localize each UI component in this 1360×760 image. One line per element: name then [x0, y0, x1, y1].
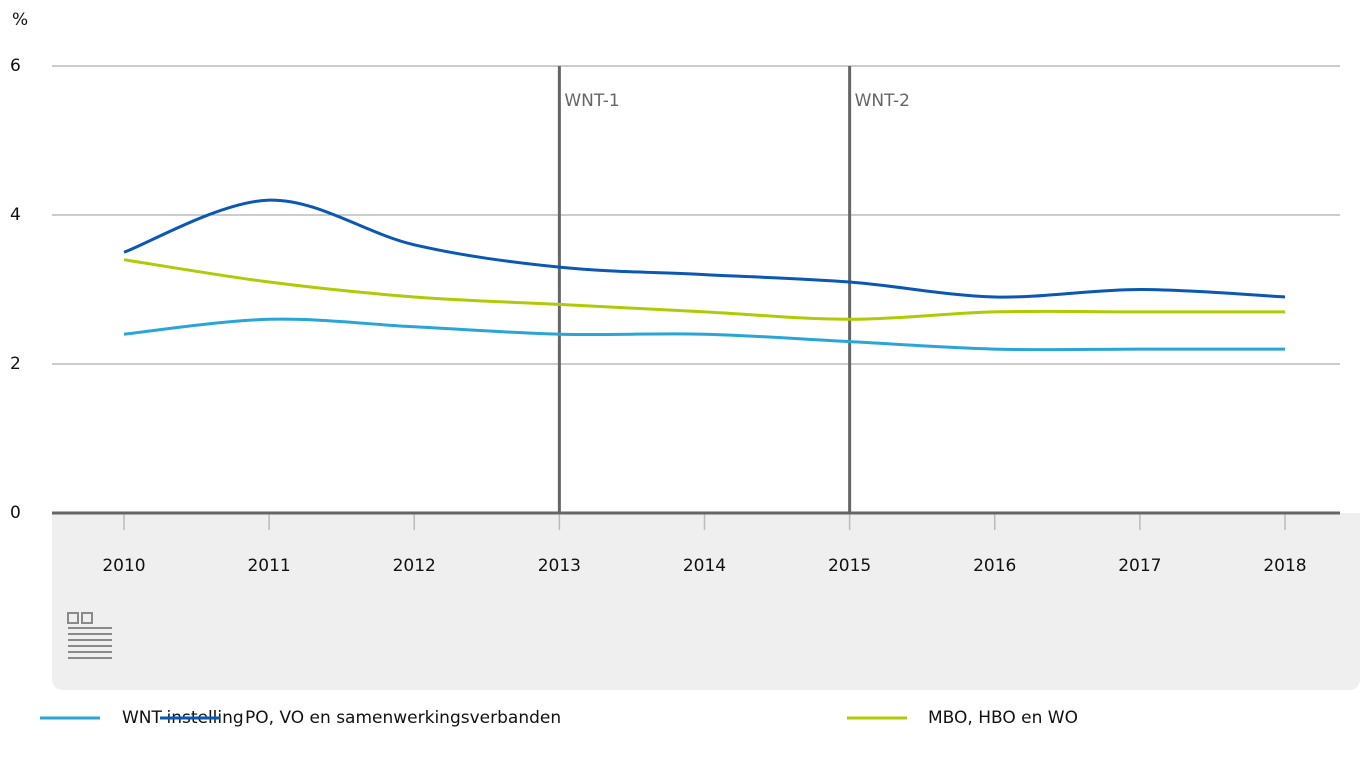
annotation-label: WNT-2 [855, 91, 910, 111]
legend-label: PO, VO en samenwerkingsverbanden [245, 708, 561, 728]
annotation-label: WNT-1 [564, 91, 619, 111]
x-tick-label: 2012 [393, 556, 436, 576]
x-tick-label: 2011 [247, 556, 290, 576]
x-tick-label: 2017 [1118, 556, 1161, 576]
series-line [123, 258, 1285, 321]
axis-panel [52, 513, 1360, 690]
logo [67, 612, 112, 659]
x-tick-label: 2018 [1263, 556, 1306, 576]
y-tick-label: 4 [10, 205, 21, 225]
legend-label: MBO, HBO en WO [928, 708, 1078, 728]
x-tick-label: 2010 [102, 556, 145, 576]
series-line [123, 317, 1285, 352]
x-tick-label: 2016 [973, 556, 1016, 576]
y-tick-label: 0 [10, 503, 21, 523]
series-line [123, 198, 1286, 299]
x-tick-label: 2015 [828, 556, 871, 576]
x-tick-label: 2014 [683, 556, 726, 576]
y-tick-label: 2 [10, 354, 21, 374]
y-tick-label: 6 [10, 56, 21, 76]
y-axis-label: % [12, 10, 28, 30]
x-tick-label: 2013 [538, 556, 581, 576]
